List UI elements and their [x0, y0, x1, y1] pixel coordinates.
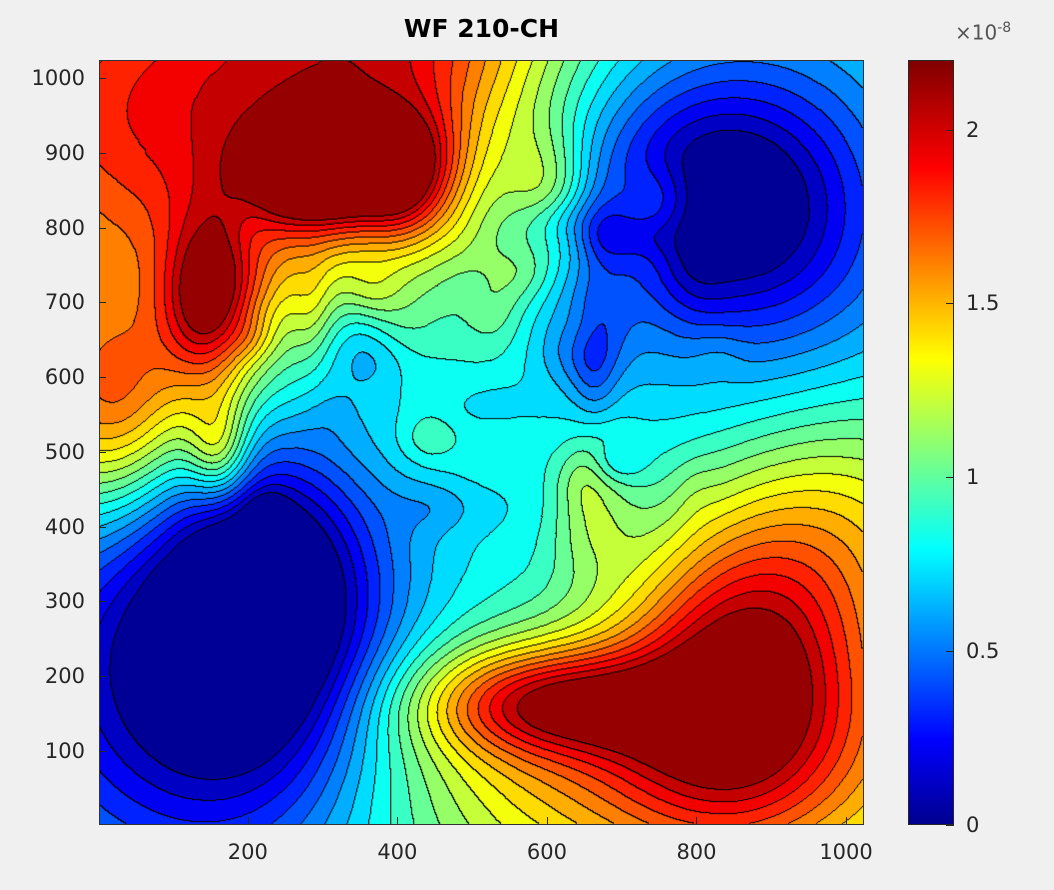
- x-tick-label: 200: [227, 840, 268, 864]
- y-tick-mark: [99, 377, 106, 379]
- colorbar-tick-label: 2: [966, 117, 980, 142]
- colorbar-tick-label: 1: [966, 465, 980, 490]
- y-tick-label: 900: [44, 140, 85, 165]
- y-tick-label: 600: [44, 365, 85, 390]
- y-tick-mark: [99, 302, 106, 304]
- colorbar-tick-mark: [946, 651, 954, 653]
- colorbar-multiplier-base: ×10: [955, 20, 998, 45]
- y-tick-label: 700: [44, 290, 85, 315]
- x-tick-label: 1000: [819, 840, 873, 864]
- colorbar-tick-label: 1.5: [966, 291, 1000, 316]
- x-tick-mark: [696, 817, 698, 824]
- y-tick-mark: [99, 227, 106, 229]
- colorbar-tick-label: 0: [966, 813, 980, 837]
- colorbar-multiplier: ×10-8: [955, 20, 1011, 45]
- colorbar: [908, 60, 954, 825]
- chart-title: WF 210-CH: [403, 14, 560, 43]
- plot-area: [99, 60, 864, 825]
- y-tick-label: 1000: [31, 65, 85, 90]
- y-tick-mark: [99, 526, 106, 528]
- x-tick-label: 800: [676, 840, 717, 864]
- colorbar-tick-mark: [946, 825, 954, 826]
- y-tick-label: 500: [44, 439, 85, 464]
- colorbar-tick-label: 0.5: [966, 639, 1000, 664]
- y-tick-mark: [99, 451, 106, 453]
- x-tick-mark: [247, 817, 249, 824]
- x-tick-label: 400: [377, 840, 418, 864]
- colorbar-tick-mark: [946, 477, 954, 479]
- y-tick-mark: [99, 77, 106, 79]
- y-tick-label: 100: [44, 738, 85, 763]
- colorbar-tick-mark: [946, 129, 954, 131]
- contour-field: [100, 61, 863, 824]
- x-tick-mark: [846, 817, 848, 824]
- y-tick-label: 300: [44, 589, 85, 614]
- colorbar-tick-mark: [946, 303, 954, 305]
- y-tick-mark: [99, 601, 106, 603]
- x-tick-label: 600: [526, 840, 567, 864]
- y-tick-label: 800: [44, 215, 85, 240]
- y-tick-mark: [99, 750, 106, 752]
- colorbar-exponent: -8: [997, 20, 1012, 36]
- y-tick-label: 400: [44, 514, 85, 539]
- y-tick-mark: [99, 676, 106, 678]
- x-tick-mark: [546, 817, 548, 824]
- x-tick-mark: [397, 817, 399, 824]
- y-tick-mark: [99, 152, 106, 154]
- y-tick-label: 200: [44, 664, 85, 689]
